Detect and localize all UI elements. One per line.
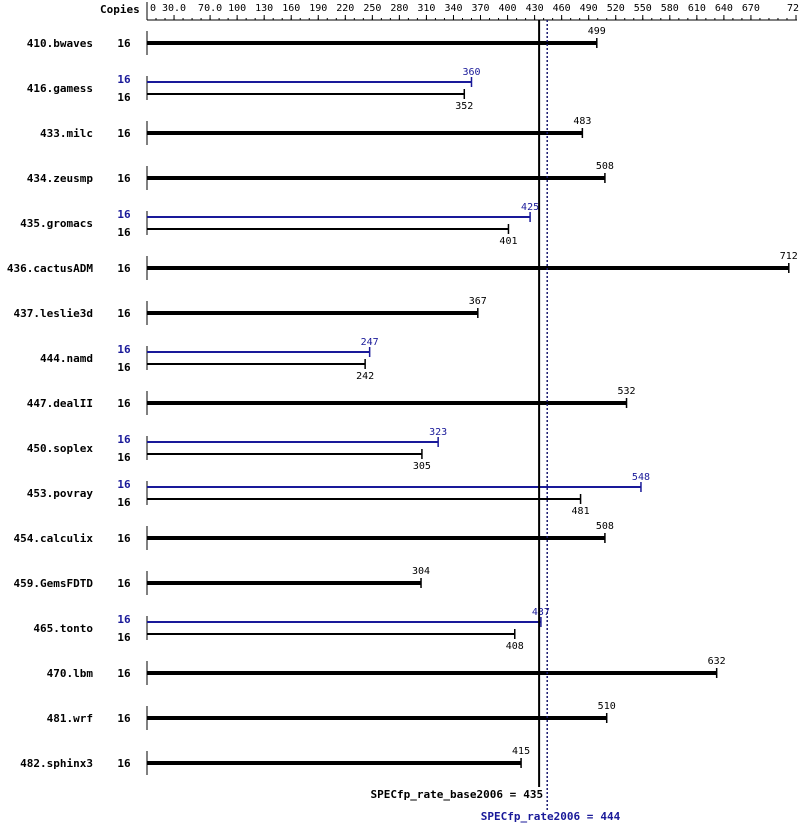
copies-header: Copies	[100, 3, 140, 16]
category-label: 481.wrf	[47, 712, 93, 725]
copies: 16	[117, 631, 131, 644]
value-label: 481	[572, 506, 590, 517]
copies: 16	[117, 667, 131, 680]
value-label: 408	[506, 641, 524, 652]
value-label: 632	[708, 656, 726, 667]
x-tick-label: 220	[336, 3, 354, 14]
copies: 16	[117, 73, 131, 86]
category-label: 447.dealII	[27, 397, 93, 410]
value-label: 247	[361, 337, 379, 348]
value-label: 425	[521, 202, 539, 213]
x-tick-label: 580	[661, 3, 679, 14]
copies: 16	[117, 307, 131, 320]
value-label: 437	[532, 607, 550, 618]
x-tick-label: 310	[417, 3, 435, 14]
value-label: 360	[462, 67, 480, 78]
copies: 16	[117, 712, 131, 725]
category-label: 437.leslie3d	[14, 307, 93, 320]
copies: 16	[117, 496, 131, 509]
copies: 16	[117, 478, 131, 491]
copies: 16	[117, 532, 131, 545]
summary-text: SPECfp_rate_base2006 =	[371, 788, 517, 801]
value-label: 508	[596, 521, 614, 532]
value-label: 712	[780, 251, 798, 262]
x-tick-label: 720	[787, 3, 799, 14]
x-tick-label: 100	[228, 3, 246, 14]
x-tick-label: 340	[444, 3, 462, 14]
category-label: 434.zeusmp	[27, 172, 94, 185]
category-label: 465.tonto	[33, 622, 93, 635]
x-tick-label: 490	[580, 3, 598, 14]
category-label: 482.sphinx3	[20, 757, 93, 770]
copies: 16	[117, 262, 131, 275]
summary-value: 435	[523, 788, 543, 801]
copies: 16	[117, 37, 131, 50]
x-tick-label: 670	[742, 3, 760, 14]
value-label: 499	[588, 26, 606, 37]
value-label: 415	[512, 746, 530, 757]
x-tick-label: 610	[688, 3, 706, 14]
value-label: 305	[413, 461, 431, 472]
value-label: 483	[573, 116, 591, 127]
value-label: 367	[469, 296, 487, 307]
copies: 16	[117, 91, 131, 104]
copies: 16	[117, 343, 131, 356]
category-label: 444.namd	[40, 352, 93, 365]
value-label: 532	[618, 386, 636, 397]
category-label: 450.soplex	[27, 442, 94, 455]
x-tick-label: 130	[255, 3, 273, 14]
copies: 16	[117, 577, 131, 590]
copies: 16	[117, 451, 131, 464]
x-tick-label: 160	[282, 3, 300, 14]
x-tick-label: 520	[607, 3, 625, 14]
copies: 16	[117, 361, 131, 374]
x-tick-label: 640	[715, 3, 733, 14]
x-tick-label: 70.0	[198, 3, 222, 14]
copies: 16	[117, 208, 131, 221]
copies: 16	[117, 172, 131, 185]
category-label: 435.gromacs	[20, 217, 93, 230]
x-tick-label: 280	[390, 3, 408, 14]
copies: 16	[117, 226, 131, 239]
summary-label: SPECfp_rate_base2006 = 435	[371, 788, 544, 801]
x-tick-label: 430	[526, 3, 544, 14]
category-label: 454.calculix	[14, 532, 94, 545]
category-label: 470.lbm	[47, 667, 94, 680]
category-label: 410.bwaves	[27, 37, 93, 50]
x-tick-label: 30.0	[162, 3, 186, 14]
value-label: 401	[499, 236, 517, 247]
category-label: 459.GemsFDTD	[14, 577, 94, 590]
category-label: 433.milc	[40, 127, 93, 140]
copies: 16	[117, 397, 131, 410]
summary-label: SPECfp_rate2006 = 444	[481, 810, 621, 823]
copies: 16	[117, 433, 131, 446]
summary-value: 444	[600, 810, 620, 823]
category-label: 416.gamess	[27, 82, 93, 95]
value-label: 510	[598, 701, 616, 712]
x-tick-label: 190	[309, 3, 327, 14]
x-tick-label: 460	[553, 3, 571, 14]
x-tick-label: 550	[634, 3, 652, 14]
x-tick-label: 0	[150, 3, 156, 14]
category-label: 453.povray	[27, 487, 94, 500]
x-tick-label: 400	[499, 3, 517, 14]
x-tick-label: 250	[363, 3, 381, 14]
value-label: 323	[429, 427, 447, 438]
value-label: 304	[412, 566, 430, 577]
copies: 16	[117, 127, 131, 140]
summary-text: SPECfp_rate2006 =	[481, 810, 594, 823]
copies: 16	[117, 613, 131, 626]
x-tick-label: 370	[471, 3, 489, 14]
category-label: 436.cactusADM	[7, 262, 93, 275]
value-label: 508	[596, 161, 614, 172]
value-label: 352	[455, 101, 473, 112]
value-label: 548	[632, 472, 650, 483]
value-label: 242	[356, 371, 374, 382]
copies: 16	[117, 757, 131, 770]
